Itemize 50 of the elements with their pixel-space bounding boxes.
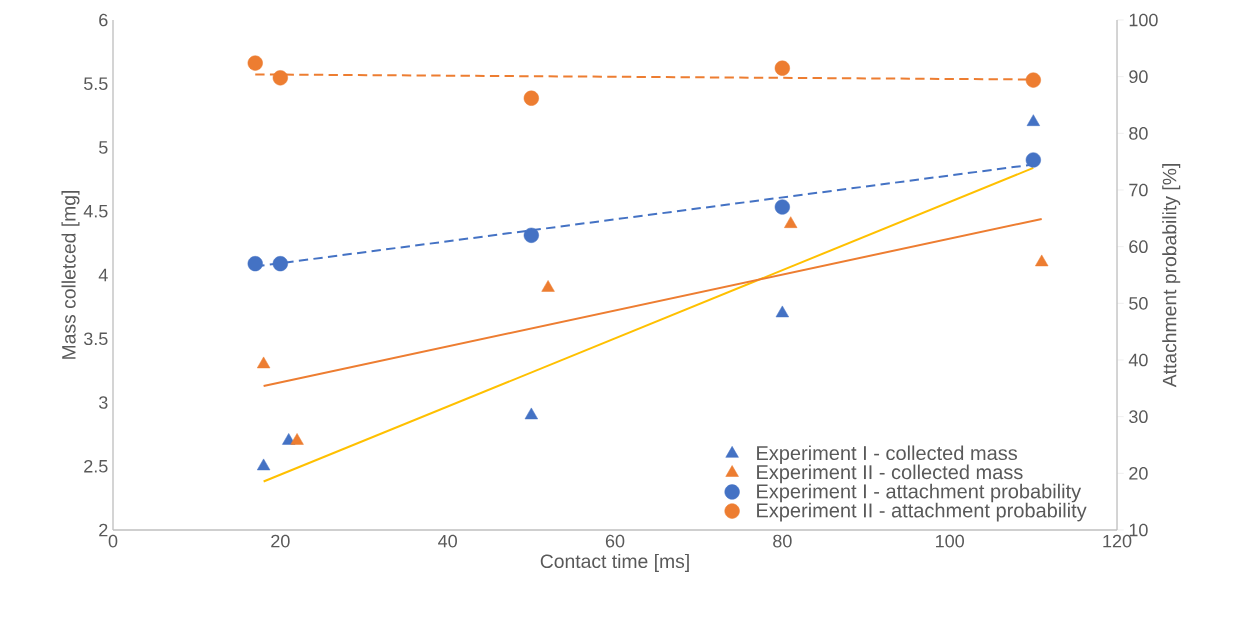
legend-label: Experiment II - collected mass: [757, 464, 1023, 484]
legend-label: Experiment II - attachment probability: [757, 502, 1087, 522]
y-tick-label: 6: [99, 13, 108, 27]
x-tick-label: 80: [773, 534, 792, 548]
y-tick-label: 2.5: [84, 459, 108, 473]
point: [272, 70, 288, 86]
y2-tick-label: 60: [1129, 240, 1148, 254]
point: [523, 90, 539, 106]
x-tick-label: 100: [936, 534, 964, 548]
point: [541, 280, 555, 292]
point: [1035, 254, 1049, 267]
y2-axis-title: Attachment probability [%]: [1162, 164, 1181, 388]
x-axis-title: Contact time [ms]: [540, 553, 689, 572]
y2-tick-label: 100: [1129, 13, 1158, 27]
y2-tick-label: 20: [1129, 466, 1148, 480]
point: [774, 60, 790, 76]
point: [1025, 72, 1041, 88]
point: [290, 433, 304, 445]
y-tick-label: 5.5: [84, 77, 108, 91]
y-tick-label: 3.5: [83, 332, 108, 346]
point: [256, 356, 271, 369]
y2-tick-label: 50: [1129, 296, 1148, 310]
y-tick-label: 3: [98, 396, 108, 409]
y2-tick-label: 40: [1128, 353, 1148, 367]
point: [523, 227, 539, 243]
y-tick-label: 4.5: [83, 204, 108, 218]
y-tick-label: 2: [99, 523, 108, 537]
legend-label: Experiment I - collected mass: [757, 445, 1018, 465]
y2-tick-label: 70: [1129, 183, 1148, 197]
x-tick-label: 40: [438, 534, 457, 548]
point: [247, 256, 263, 272]
point: [1025, 152, 1041, 168]
point: [524, 407, 538, 420]
y-axis-title: Mass colletced [mg]: [61, 190, 80, 359]
point: [272, 256, 288, 272]
legend-label: Experiment I - attachment probability: [757, 483, 1082, 503]
point: [247, 55, 263, 71]
x-tick-label: 60: [605, 534, 625, 548]
point: [784, 216, 798, 228]
y2-tick-label: 90: [1129, 70, 1148, 84]
y2-tick-label: 30: [1129, 410, 1148, 424]
x-tick-label: 20: [271, 534, 290, 548]
point: [256, 458, 271, 471]
x-tick-label: 0: [108, 534, 118, 548]
y-tick-label: 5: [99, 141, 108, 154]
point: [775, 305, 789, 318]
y-tick-label: 4: [98, 268, 108, 282]
point: [1026, 114, 1040, 126]
y2-tick-label: 80: [1129, 126, 1148, 140]
point: [774, 199, 790, 215]
